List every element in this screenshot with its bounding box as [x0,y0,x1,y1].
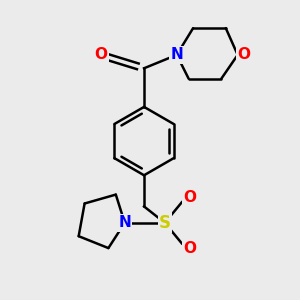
Text: N: N [118,215,131,230]
Text: S: S [159,214,171,232]
Text: O: O [238,47,251,62]
Text: O: O [184,241,196,256]
Text: N: N [170,47,183,62]
Text: O: O [94,47,107,62]
Text: O: O [184,190,196,205]
